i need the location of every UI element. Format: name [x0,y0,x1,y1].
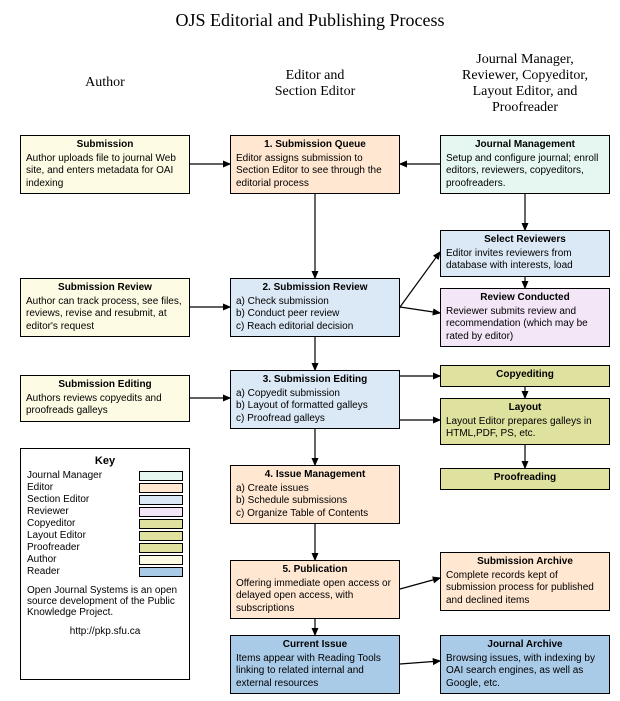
node-title: Submission [26,139,184,152]
node-a_sub: SubmissionAuthor uploads file to journal… [20,135,190,194]
node-body: Complete records kept of submission proc… [446,570,604,608]
node-body: Offering immediate open access or delaye… [236,578,394,616]
node-body: a) Check submission b) Conduct peer revi… [236,296,394,334]
node-r_copy: Copyediting [440,365,610,387]
node-body: a) Create issues b) Schedule submissions… [236,483,394,521]
col-right: Journal Manager, Reviewer, Copyeditor, L… [440,52,610,116]
key-label: Editor [27,482,139,493]
node-r_layout: LayoutLayout Editor prepares galleys in … [440,398,610,445]
key-box: KeyJournal ManagerEditorSection EditorRe… [20,448,190,680]
node-title: Submission Review [26,282,184,295]
node-c_issue: 4. Issue Managementa) Create issues b) S… [230,465,400,524]
node-body: Author uploads file to journal Web site,… [26,153,184,191]
key-row: Layout Editor [27,530,183,541]
node-title: Submission Editing [26,379,184,392]
node-title: Copyediting [446,369,604,382]
key-row: Journal Manager [27,470,183,481]
node-title: Journal Management [446,139,604,152]
node-title: 3. Submission Editing [236,374,394,387]
key-swatch [139,531,183,541]
node-c_pub: 5. PublicationOffering immediate open ac… [230,560,400,619]
node-body: Items appear with Reading Tools linking … [236,653,394,691]
key-label: Reader [27,566,139,577]
node-a_edit: Submission EditingAuthors reviews copyed… [20,375,190,422]
key-row: Reviewer [27,506,183,517]
node-c_edit: 3. Submission Editinga) Copyedit submiss… [230,370,400,429]
node-r_jm: Journal ManagementSetup and configure jo… [440,135,610,194]
key-label: Reviewer [27,506,139,517]
node-body: Browsing issues, with indexing by OAI se… [446,653,604,691]
key-swatch [139,471,183,481]
key-row: Section Editor [27,494,183,505]
node-title: 5. Publication [236,564,394,577]
key-url: http://pkp.sfu.ca [27,626,183,637]
node-r_sarch: Submission ArchiveComplete records kept … [440,552,610,611]
key-swatch [139,483,183,493]
key-label: Copyeditor [27,518,139,529]
key-swatch [139,495,183,505]
col-author: Author [20,75,190,91]
key-label: Proofreader [27,542,139,553]
node-title: 2. Submission Review [236,282,394,295]
node-title: Review Conducted [446,292,604,305]
node-title: Current Issue [236,639,394,652]
key-swatch [139,519,183,529]
key-title: Key [27,455,183,467]
node-body: Authors reviews copyedits and proofreads… [26,393,184,418]
node-title: Proofreading [446,472,604,485]
node-title: Layout [446,402,604,415]
node-title: 1. Submission Queue [236,139,394,152]
key-swatch [139,507,183,517]
node-title: Select Reviewers [446,234,604,247]
node-c_queue: 1. Submission QueueEditor assigns submis… [230,135,400,194]
key-label: Layout Editor [27,530,139,541]
node-c_cur: Current IssueItems appear with Reading T… [230,635,400,694]
key-row: Author [27,554,183,565]
key-row: Copyeditor [27,518,183,529]
node-r_jarch: Journal ArchiveBrowsing issues, with ind… [440,635,610,694]
key-row: Editor [27,482,183,493]
key-swatch [139,543,183,553]
node-title: 4. Issue Management [236,469,394,482]
node-body: Layout Editor prepares galleys in HTML,P… [446,416,604,441]
node-a_rev: Submission ReviewAuthor can track proces… [20,278,190,337]
node-title: Journal Archive [446,639,604,652]
node-body: Setup and configure journal; enroll edit… [446,153,604,191]
node-body: Editor invites reviewers from database w… [446,248,604,273]
node-body: a) Copyedit submission b) Layout of form… [236,388,394,426]
key-label: Section Editor [27,494,139,505]
node-r_sel: Select ReviewersEditor invites reviewers… [440,230,610,277]
node-body: Reviewer submits review and recommendati… [446,306,604,344]
col-editor: Editor and Section Editor [230,68,400,100]
node-title: Submission Archive [446,556,604,569]
key-label: Author [27,554,139,565]
key-footer: Open Journal Systems is an open source d… [27,585,183,618]
node-body: Editor assigns submission to Section Edi… [236,153,394,191]
key-row: Proofreader [27,542,183,553]
key-label: Journal Manager [27,470,139,481]
node-c_rev: 2. Submission Reviewa) Check submission … [230,278,400,337]
node-body: Author can track process, see files, rev… [26,296,184,334]
node-r_rc: Review ConductedReviewer submits review … [440,288,610,347]
key-swatch [139,555,183,565]
page-title: OJS Editorial and Publishing Process [0,10,620,31]
key-row: Reader [27,566,183,577]
node-r_proof: Proofreading [440,468,610,490]
key-swatch [139,567,183,577]
